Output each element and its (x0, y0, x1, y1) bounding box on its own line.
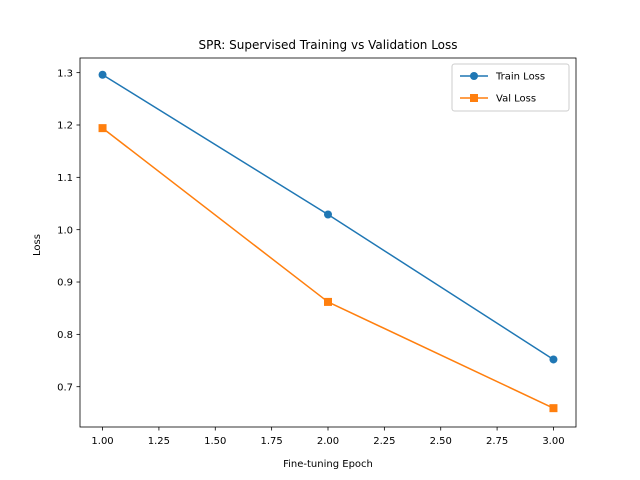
y-tick-label: 0.9 (57, 278, 73, 289)
val-loss-point (549, 404, 558, 413)
plot-area: 1.00 1.25 1.50 1.75 2.00 2.25 2.50 2.75 3.00 0.7 0… (57, 57, 577, 447)
val-loss-point (98, 124, 107, 133)
train-loss-point (98, 70, 107, 79)
x-tick-label: 2.75 (486, 436, 508, 447)
x-tick-label: 2.00 (317, 436, 339, 447)
y-tick-label: 1.2 (57, 121, 73, 132)
y-tick-label: 0.8 (57, 330, 73, 341)
train-loss-legend-label: Train Loss (495, 72, 545, 83)
x-tick-label: 2.50 (430, 436, 452, 447)
x-tick-label: 3.00 (542, 436, 564, 447)
train-loss-point (549, 355, 558, 364)
x-tick-label: 1.00 (91, 436, 113, 447)
val-loss-legend-marker (470, 94, 478, 102)
train-loss-legend-marker (470, 72, 478, 80)
x-axis-label: Fine-tuning Epoch (283, 459, 373, 470)
x-tick-label: 2.25 (373, 436, 395, 447)
y-tick-label: 0.7 (57, 382, 73, 393)
x-tick-label: 1.75 (261, 436, 283, 447)
y-tick-label: 1.1 (57, 173, 73, 184)
y-axis-label: Loss (32, 234, 43, 256)
val-loss-point (324, 297, 332, 306)
train-loss-point (324, 210, 332, 219)
x-tick-label: 1.50 (204, 436, 226, 447)
y-tick-label: 1.3 (57, 68, 73, 79)
val-loss-legend-label: Val Loss (496, 94, 536, 105)
legend: Train Loss Val Loss (451, 63, 570, 112)
x-tick-label: 1.25 (148, 436, 170, 447)
chart-title: SPR: Supervised Training vs Validation L… (198, 38, 457, 52)
y-tick-label: 1.0 (57, 225, 73, 236)
